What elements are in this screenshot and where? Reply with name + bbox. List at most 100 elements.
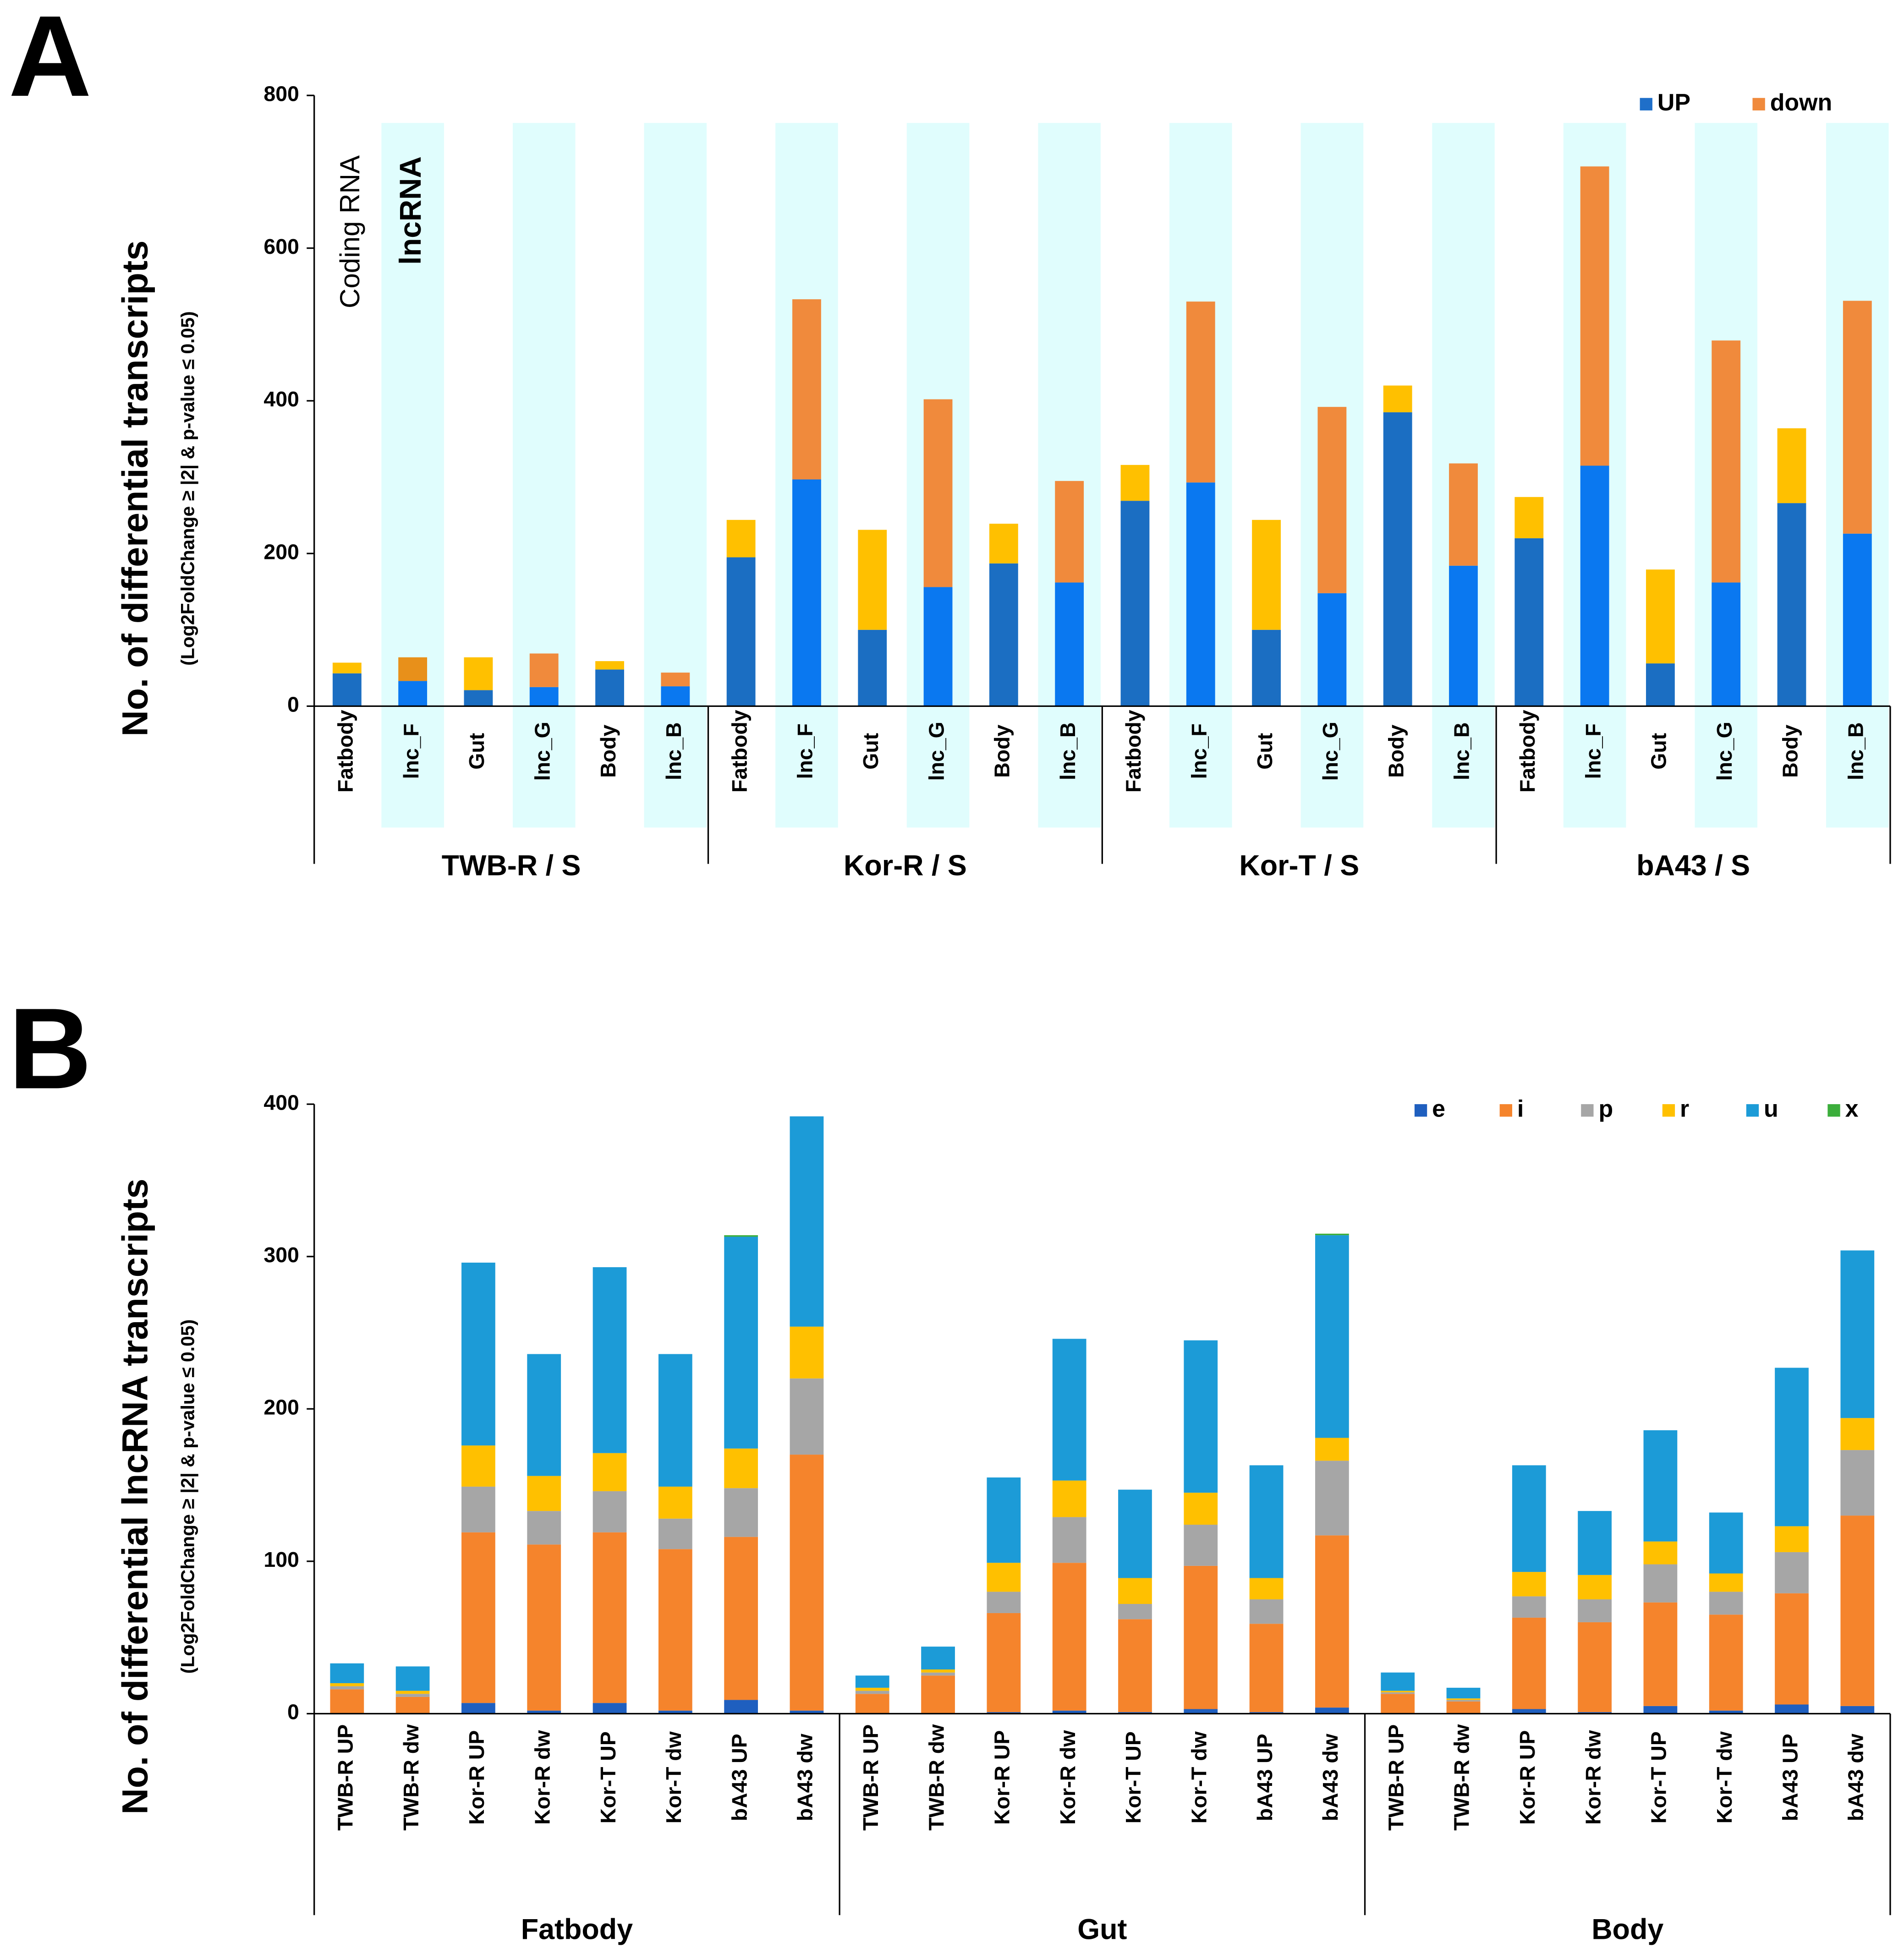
bar-segment xyxy=(1315,1438,1349,1461)
bar-segment xyxy=(989,524,1018,564)
bar-segment xyxy=(921,1672,955,1676)
legend-swatch xyxy=(1640,98,1652,111)
bar-segment xyxy=(1512,1596,1546,1618)
bar-segment xyxy=(724,1237,758,1449)
x-tick-label: Kor-R dw xyxy=(1581,1730,1605,1825)
bar-segment xyxy=(1381,1694,1415,1714)
group-label: Kor-T / S xyxy=(1239,849,1359,881)
bar-segment xyxy=(595,669,624,706)
bar-segment xyxy=(855,1687,889,1691)
y-axis-label: No. of differential transcripts xyxy=(114,241,155,737)
bar-segment xyxy=(461,1532,495,1703)
bar-segment xyxy=(527,1511,561,1545)
x-tick-label: lnc_B xyxy=(1450,722,1474,780)
bar-segment xyxy=(330,1683,364,1686)
x-tick-label: lnc_G xyxy=(1318,722,1342,781)
bar-segment xyxy=(1315,1461,1349,1536)
panel-letter: A xyxy=(9,0,92,120)
x-tick-label: lnc_B xyxy=(1844,722,1868,780)
bar-segment xyxy=(1840,1418,1875,1450)
bar-segment xyxy=(1184,1565,1218,1709)
x-tick-label: lnc_B xyxy=(662,722,686,780)
y-tick-label: 200 xyxy=(263,1395,299,1419)
bar-segment xyxy=(726,557,756,706)
bar-segment xyxy=(395,1694,430,1697)
legend-label: u xyxy=(1764,1095,1778,1122)
legend-label: x xyxy=(1845,1095,1859,1122)
legend-label: p xyxy=(1598,1095,1613,1122)
bar-segment xyxy=(1449,565,1478,706)
bar-segment xyxy=(658,1549,692,1711)
bar-segment xyxy=(1383,412,1412,706)
bar-segment xyxy=(1512,1709,1546,1714)
x-tick-label: Kor-R UP xyxy=(1515,1730,1539,1825)
x-tick-label: Gut xyxy=(1647,733,1671,770)
bar-segment xyxy=(1843,301,1872,534)
x-tick-label: Fatbody xyxy=(1121,710,1145,793)
bar-segment xyxy=(1775,1552,1809,1593)
x-tick-label: Kor-R UP xyxy=(465,1730,488,1825)
bar-segment xyxy=(1709,1710,1743,1714)
bar-segment xyxy=(1712,582,1741,706)
bar-segment xyxy=(595,661,624,670)
bar-segment xyxy=(1446,1700,1481,1702)
bar-segment xyxy=(1118,1489,1152,1578)
bar-segment xyxy=(921,1675,955,1714)
x-tick-label: Kor-R dw xyxy=(1056,1730,1080,1825)
bar-segment xyxy=(1317,407,1347,593)
bar-segment xyxy=(661,686,690,706)
bar-segment xyxy=(527,1544,561,1711)
bar-segment xyxy=(1712,340,1741,583)
bar-segment xyxy=(461,1703,495,1714)
bar-segment xyxy=(1052,1339,1086,1481)
bar-segment xyxy=(1643,1430,1678,1542)
group-label: Kor-R / S xyxy=(844,849,967,881)
bar-segment xyxy=(1118,1578,1152,1604)
legend-swatch xyxy=(1414,1104,1427,1117)
bar-segment xyxy=(527,1354,561,1476)
bar-segment xyxy=(1118,1604,1152,1620)
bar-segment xyxy=(330,1663,364,1683)
bar-segment xyxy=(724,1448,758,1488)
bar-segment xyxy=(398,657,428,681)
x-tick-label: Body xyxy=(1778,725,1802,778)
x-tick-label: bA43 UP xyxy=(1253,1734,1277,1821)
bar-segment xyxy=(1578,1712,1612,1714)
y-axis-sublabel: (Log2FoldChange ≥ |2| & p-value ≤ 0.05) xyxy=(177,311,198,666)
bar-segment xyxy=(1775,1704,1809,1714)
bar-segment xyxy=(593,1491,627,1532)
x-tick-label: lnc_G xyxy=(924,722,948,781)
bar-segment xyxy=(1249,1578,1284,1600)
legend-swatch xyxy=(1581,1104,1594,1117)
y-tick-label: 0 xyxy=(287,1700,299,1724)
x-tick-label: lnc_B xyxy=(1056,722,1080,780)
y-tick-label: 600 xyxy=(263,235,299,258)
bar-segment xyxy=(790,1378,824,1455)
bar-segment xyxy=(1843,533,1872,706)
bar-segment xyxy=(1840,1450,1875,1516)
y-axis-label: No. of differential lncRNA transcripts xyxy=(114,1179,155,1815)
bar-segment xyxy=(792,479,821,706)
x-tick-label: lnc_F xyxy=(1581,723,1605,779)
group-label: bA43 / S xyxy=(1636,849,1750,881)
y-tick-label: 400 xyxy=(263,1090,299,1114)
bar-segment xyxy=(1184,1525,1218,1566)
x-tick-label: TWB-R dw xyxy=(924,1724,948,1831)
bar-segment xyxy=(395,1666,430,1691)
bar-segment xyxy=(855,1694,889,1714)
group-label: TWB-R / S xyxy=(442,849,581,881)
legend-swatch xyxy=(1499,1104,1512,1117)
x-tick-label: lnc_F xyxy=(399,723,423,779)
bar-segment xyxy=(1840,1516,1875,1706)
bar-segment xyxy=(1449,463,1478,566)
bar-segment xyxy=(1446,1701,1481,1714)
bar-segment xyxy=(1252,520,1281,630)
x-tick-label: bA43 UP xyxy=(1778,1734,1802,1821)
bar-segment xyxy=(658,1354,692,1487)
y-axis-sublabel: (Log2FoldChange ≥ |2| & p-value ≤ 0.05) xyxy=(177,1319,198,1674)
bar-segment xyxy=(529,687,559,706)
legend-label: e xyxy=(1432,1095,1445,1122)
x-tick-label: TWB-R UP xyxy=(1384,1724,1408,1831)
bar-segment xyxy=(855,1691,889,1694)
x-tick-label: TWB-R dw xyxy=(1450,1724,1474,1831)
